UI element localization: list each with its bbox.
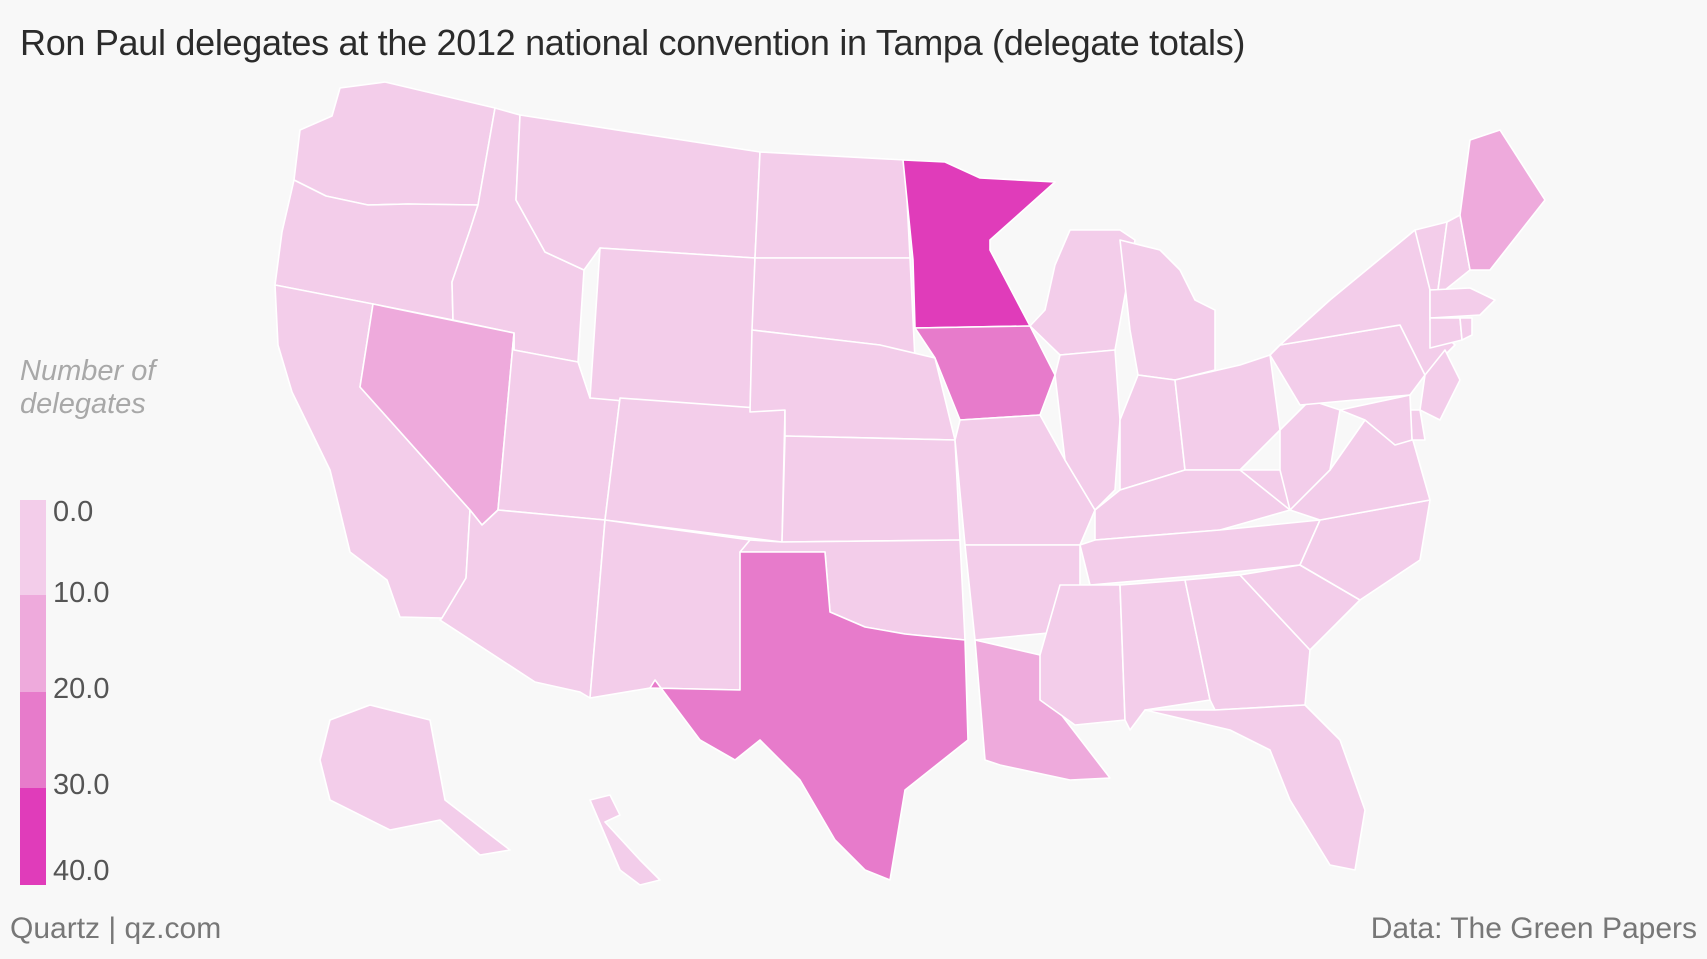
state-wi	[1029, 229, 1136, 356]
state-tx	[649, 551, 969, 881]
state-ks	[781, 435, 961, 543]
chart-title: Ron Paul delegates at the 2012 national …	[20, 22, 1246, 63]
state-co	[604, 397, 786, 543]
state-nh	[1437, 214, 1471, 291]
state-mo	[954, 414, 1096, 546]
legend-tick-1: 10.0	[53, 577, 110, 609]
legend-tick-4: 40.0	[53, 855, 110, 887]
state-nm	[589, 519, 751, 699]
state-mt	[515, 114, 761, 271]
state-nc	[1299, 499, 1431, 601]
legend-title: Number of delegates	[20, 355, 155, 421]
legend-title-line-1: Number of	[20, 355, 156, 387]
legend-tick-0: 0.0	[53, 496, 94, 528]
state-md	[1339, 394, 1413, 446]
legend-title-line-2: delegates	[20, 388, 146, 420]
state-shapes	[274, 81, 1546, 886]
state-wa	[293, 81, 496, 206]
state-fl	[1144, 704, 1366, 871]
state-wy	[589, 247, 756, 413]
state-mn	[902, 159, 1056, 329]
legend-swatch-0	[20, 500, 46, 595]
legend-swatch-2	[20, 692, 46, 788]
state-ri	[1459, 317, 1473, 341]
state-mi	[1119, 239, 1216, 381]
state-nd	[754, 151, 911, 259]
state-nj	[1419, 349, 1461, 421]
footer-credit: Quartz | qz.com	[10, 912, 222, 945]
state-ma	[1429, 287, 1496, 319]
legend-tick-2: 20.0	[53, 673, 110, 705]
legend-tick-3: 30.0	[53, 769, 110, 801]
state-hi	[589, 794, 661, 886]
legend-swatch-3	[20, 788, 46, 885]
state-ct	[1429, 317, 1463, 349]
state-ak	[319, 704, 511, 856]
footer-source: Data: The Green Papers	[1370, 912, 1697, 945]
state-il	[1054, 349, 1121, 511]
state-me	[1459, 129, 1546, 271]
legend-swatch-1	[20, 595, 46, 692]
